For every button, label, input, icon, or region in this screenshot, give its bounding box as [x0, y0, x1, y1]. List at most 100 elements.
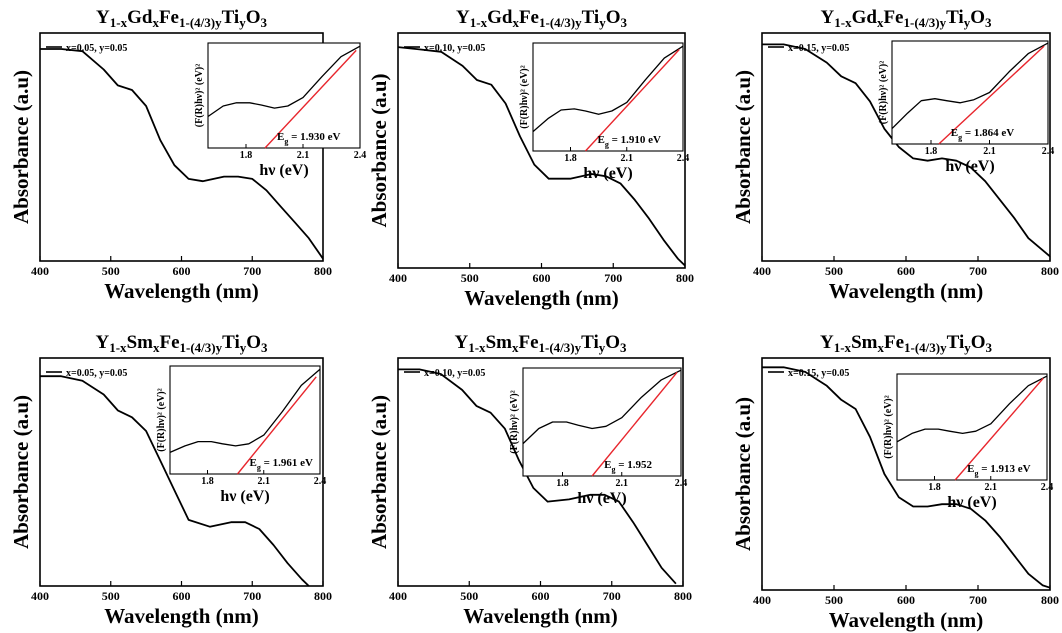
inset-fit-line: [954, 377, 1044, 481]
band-gap-annotation: Eg = 1.952: [604, 459, 652, 474]
inset-x-tick-label: 2.4: [675, 478, 688, 489]
inset-curve: [522, 369, 682, 445]
legend: x=0.10, y=0.05: [404, 43, 485, 54]
inset-x-tick-label: 2.1: [621, 153, 634, 164]
inset-x-label: hν (eV): [583, 165, 632, 182]
inset-curve: [169, 368, 321, 453]
legend-label: x=0.05, y=0.05: [66, 43, 127, 54]
x-tick-label: 800: [314, 264, 332, 278]
legend: x=0.05, y=0.05: [46, 368, 127, 379]
inset-x-label: hν (eV): [259, 162, 308, 179]
inset-y-label: (F(R)hν)² (eV)²: [156, 388, 167, 452]
inset-x-tick-label: 2.1: [258, 476, 271, 487]
legend: x=0.15, y=0.05: [768, 368, 849, 379]
inset-x-tick-label: 1.8: [556, 478, 569, 489]
x-tick-label: 500: [825, 593, 843, 607]
x-tick-label: 400: [389, 589, 407, 603]
x-tick-label: 700: [603, 589, 621, 603]
inset-fit-line: [938, 45, 1045, 145]
x-tick-label: 600: [173, 264, 191, 278]
inset-x-tick-label: 2.4: [677, 153, 690, 164]
x-axis-label: Wavelength (nm): [829, 608, 984, 632]
inset-y-label: (F(R)hν)² (eV)²: [883, 395, 894, 459]
series-line: [40, 375, 310, 587]
x-axis-label: Wavelength (nm): [104, 604, 259, 628]
chart-panel-5: Y1-xSmxFe1-(4/3)yTiyO3 400 500 600 700 800 Wav…: [367, 332, 692, 628]
legend-label: x=0.10, y=0.05: [424, 43, 485, 54]
legend-label: x=0.10, y=0.05: [424, 368, 485, 379]
x-tick-label: 500: [461, 271, 479, 285]
x-tick-label: 600: [897, 593, 915, 607]
chart-title: Y1-xSmxFe1-(4/3)yTiyO3: [454, 332, 627, 355]
y-axis-label: Absorbance (a.u): [367, 73, 391, 227]
inset-curve: [532, 45, 684, 133]
inset-y-label: (F(R)hν)² (eV)²: [878, 61, 889, 125]
inset-frame: [891, 40, 1049, 145]
x-tick-label: 600: [533, 271, 551, 285]
inset-x-tick-label: 2.4: [1041, 482, 1054, 493]
inset-fit-line: [591, 371, 678, 477]
inset-x-tick-label: 2.1: [985, 482, 998, 493]
legend: x=0.15, y=0.05: [768, 43, 849, 54]
inset-x-tick-label: 1.8: [201, 476, 214, 487]
x-tick-label: 400: [31, 589, 49, 603]
y-axis-label: Absorbance (a.u): [731, 70, 755, 224]
inset-fit-line: [264, 49, 357, 149]
inset: 1.8 2.1 2.4 Eg = 1.910 eV hν (eV) (F(R)hν)² (…: [519, 42, 690, 182]
band-gap-annotation: Eg = 1.910 eV: [598, 134, 661, 149]
x-axis-label: Wavelength (nm): [829, 279, 984, 303]
inset-fit-line: [236, 376, 317, 475]
chart-panel-3: Y1-xGdxFe1-(4/3)yTiyO3 400 500 600 700 800 Wav…: [731, 7, 1059, 303]
chart-title: Y1-xGdxFe1-(4/3)yTiyO3: [96, 7, 267, 30]
x-tick-label: 500: [102, 589, 120, 603]
x-tick-label: 400: [31, 264, 49, 278]
x-tick-label: 600: [532, 589, 550, 603]
inset-x-tick-label: 2.1: [983, 146, 996, 157]
inset: 1.8 2.1 2.4Eg = 1.961 eV hν (eV) (F(R)hν)² (…: [156, 365, 327, 505]
chart-title: Y1-xSmxFe1-(4/3)yTiyO3: [95, 332, 268, 355]
inset: 1.8 2.1 2.4 Eg = 1.913 eV hν (eV) (F(R)hν)² (…: [883, 373, 1054, 511]
band-gap-annotation: Eg = 1.930 eV: [277, 131, 340, 146]
inset-x-label: hν (eV): [945, 158, 994, 175]
band-gap-annotation: Eg = 1.913 eV: [967, 463, 1030, 478]
inset: 1.8 2.1 2.4 Eg = 1.952 hν (eV) (F(R)hν)² (eV)…: [509, 367, 688, 507]
inset-frame: [207, 42, 361, 149]
x-tick-label: 700: [604, 271, 622, 285]
x-tick-label: 700: [243, 264, 261, 278]
x-tick-label: 500: [825, 264, 843, 278]
chart-panel-2: Y1-xGdxFe1-(4/3)yTiyO3 400 500 600 700 800 Wav…: [367, 7, 694, 310]
inset-y-label: (F(R)hν)² (eV)²: [519, 65, 530, 129]
inset-x-label: hν (eV): [947, 494, 996, 511]
inset-curve: [207, 45, 361, 118]
inset-curve: [896, 375, 1048, 443]
legend-label: x=0.05, y=0.05: [66, 368, 127, 379]
inset-frame: [169, 365, 321, 475]
series-line: [762, 43, 1051, 258]
x-tick-label: 600: [173, 589, 191, 603]
x-axis-label: Wavelength (nm): [463, 604, 618, 628]
inset-y-label: (F(R)hν)² (eV)²: [509, 390, 520, 454]
x-tick-label: 800: [676, 271, 694, 285]
x-tick-label: 700: [243, 589, 261, 603]
x-tick-label: 500: [460, 589, 478, 603]
chart-panel-1: Y1-xGdxFe1-(4/3)yTiyO3 400 500 600 700 800 Wav…: [9, 7, 366, 303]
inset-x-tick-label: 2.4: [314, 476, 327, 487]
x-tick-label: 600: [897, 264, 915, 278]
y-axis-label: Absorbance (a.u): [367, 395, 391, 549]
x-tick-label: 800: [674, 589, 692, 603]
band-gap-annotation: Eg = 1.961 eV: [250, 457, 313, 472]
inset-x-label: hν (eV): [220, 488, 269, 505]
chart-title: Y1-xSmxFe1-(4/3)yTiyO3: [820, 332, 993, 355]
series-line: [398, 368, 677, 585]
inset-x-tick-label: 1.8: [928, 482, 941, 493]
x-axis-label: Wavelength (nm): [464, 286, 619, 310]
x-axis-label: Wavelength (nm): [104, 279, 259, 303]
inset-x-tick-label: 1.8: [240, 150, 253, 161]
chart-panel-4: Y1-xSmxFe1-(4/3)yTiyO3 400 500 600 700 800 Wav…: [9, 332, 332, 628]
band-gap-annotation: Eg = 1.864 eV: [951, 127, 1014, 142]
series-line: [762, 366, 1051, 589]
y-axis-label: Absorbance (a.u): [9, 70, 33, 224]
inset-x-tick-label: 2.1: [616, 478, 629, 489]
